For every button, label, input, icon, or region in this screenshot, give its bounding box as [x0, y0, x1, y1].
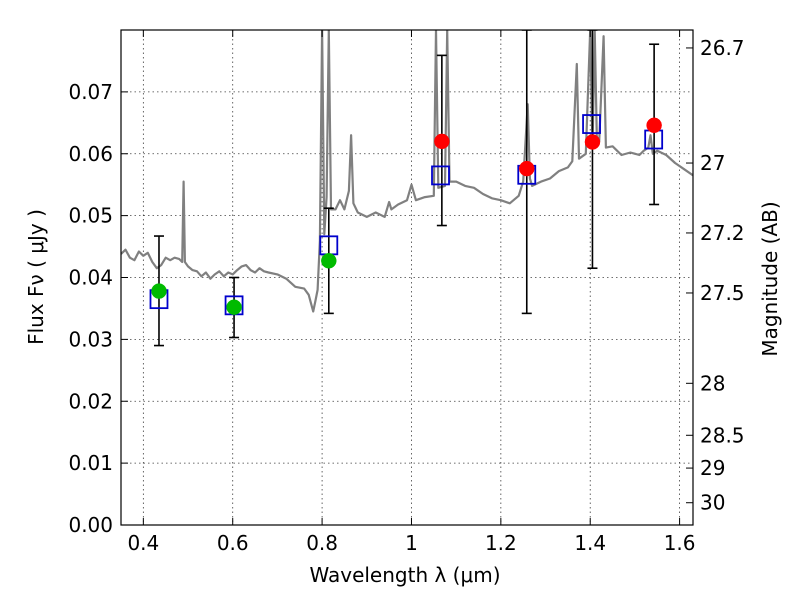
- axis-ticks: 0.4 0.6 0.8 1 1.2 1.4 1.6 0.00 0.01 0.02 0.03 0.04 0…: [68, 30, 745, 555]
- x-tick-label: 0.8: [306, 531, 338, 555]
- y-tick-label: 0.00: [68, 513, 113, 537]
- y2-tick-label: 30: [700, 491, 725, 515]
- observed-point: [584, 134, 601, 150]
- observed-point: [646, 117, 662, 134]
- y2-axis-title: Magnitude (AB): [758, 201, 782, 356]
- observed-point: [321, 253, 337, 269]
- grid: [121, 30, 693, 525]
- x-tick-label: 1: [405, 531, 418, 555]
- spectrum-line: [121, 30, 693, 313]
- y2-tick-label: 26.7: [700, 36, 745, 60]
- y2-tick-label: 27: [700, 151, 725, 175]
- y-tick-label: 0.04: [68, 266, 113, 290]
- x-axis-title: Wavelength λ (μm): [309, 563, 500, 587]
- x-tick-label: 1.4: [574, 531, 606, 555]
- y2-tick-label: 27.5: [700, 281, 745, 305]
- y2-tick-label: 28.5: [700, 423, 745, 447]
- x-tick-label: 1.2: [485, 531, 517, 555]
- x-tick-label: 0.6: [217, 531, 249, 555]
- observed-point: [434, 133, 450, 150]
- model-box-marker: [582, 114, 601, 134]
- x-tick-label: 1.6: [664, 531, 696, 555]
- y2-tick-label: 29: [700, 456, 725, 480]
- observed-point: [226, 299, 242, 315]
- y-axis-title: Flux Fν ( μJy ): [24, 209, 48, 345]
- y-tick-label: 0.06: [68, 142, 113, 166]
- y-tick-label: 0.03: [68, 327, 113, 351]
- y2-tick-label: 28: [700, 371, 725, 395]
- observed-point: [519, 160, 535, 177]
- y-tick-label: 0.07: [68, 80, 113, 104]
- y-tick-label: 0.02: [68, 389, 113, 413]
- x-tick-label: 0.4: [127, 531, 159, 555]
- observed-point: [151, 283, 167, 299]
- plot-area: [121, 30, 693, 347]
- model-box-marker: [431, 165, 450, 186]
- y2-tick-label: 27.2: [700, 221, 745, 245]
- y-tick-label: 0.05: [68, 204, 113, 228]
- y-tick-label: 0.01: [68, 451, 113, 475]
